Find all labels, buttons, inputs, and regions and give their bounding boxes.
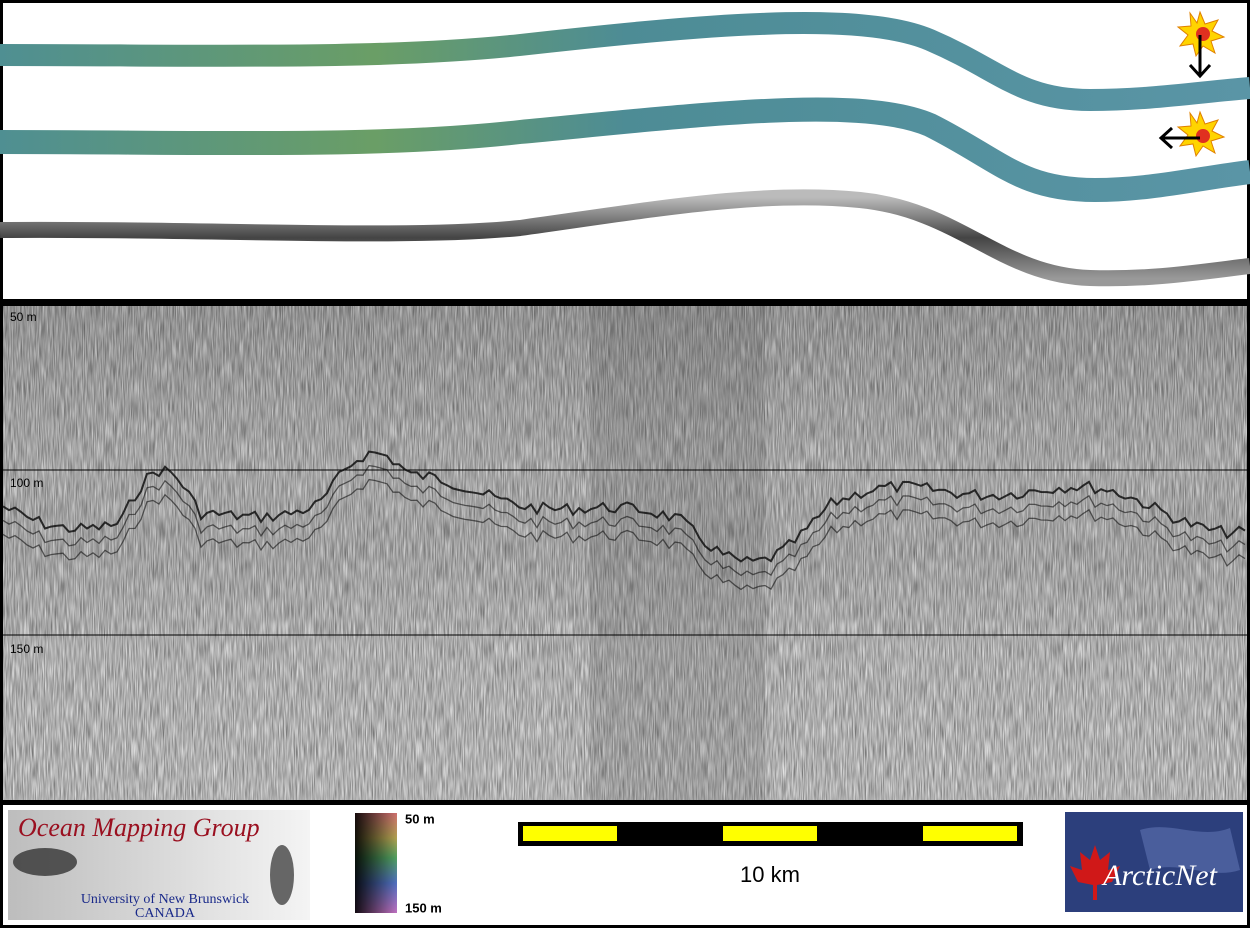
- color-scale-shade: [355, 813, 397, 913]
- sun-icon-2: [1158, 110, 1226, 158]
- sun-core: [1196, 129, 1210, 143]
- profile-dark-zone: [590, 306, 765, 800]
- omg-title: Ocean Mapping Group: [18, 813, 260, 842]
- arrow-head: [1188, 63, 1212, 79]
- arrow-head: [1158, 126, 1174, 150]
- color-scale-top: 50 m: [405, 811, 435, 826]
- seabed-reflector: [2, 478, 1246, 591]
- omg-logo-vessel: [13, 848, 77, 876]
- color-scale-bottom: 150 m: [405, 900, 442, 915]
- depth-label: 100 m: [10, 476, 43, 490]
- scale-bar-label: 10 km: [740, 862, 800, 887]
- omg-logo-vessel: [270, 845, 294, 905]
- swath-3: [0, 189, 1250, 287]
- depth-label: 50 m: [10, 310, 37, 324]
- scale-bar-segment: [723, 826, 817, 841]
- omg-line2: CANADA: [135, 906, 196, 921]
- arcticnet-map: [1140, 827, 1240, 873]
- arcticnet-title: ArcticNet: [1101, 859, 1218, 892]
- swath-2: [0, 97, 1250, 203]
- scale-bar-segment: [923, 826, 1017, 841]
- seabed-reflectors: [2, 450, 1246, 591]
- seabed-reflector: [2, 464, 1246, 577]
- profile-noise: [3, 306, 1247, 800]
- maple-leaf: [1070, 845, 1120, 900]
- scale-bar-segment: [523, 826, 617, 841]
- swath-1: [0, 12, 1250, 112]
- omg-line1: University of New Brunswick: [81, 892, 249, 907]
- depth-label: 150 m: [10, 642, 43, 656]
- seabed-reflector: [2, 450, 1246, 563]
- sun-core: [1196, 27, 1210, 41]
- sun-icon-1: [1176, 10, 1226, 79]
